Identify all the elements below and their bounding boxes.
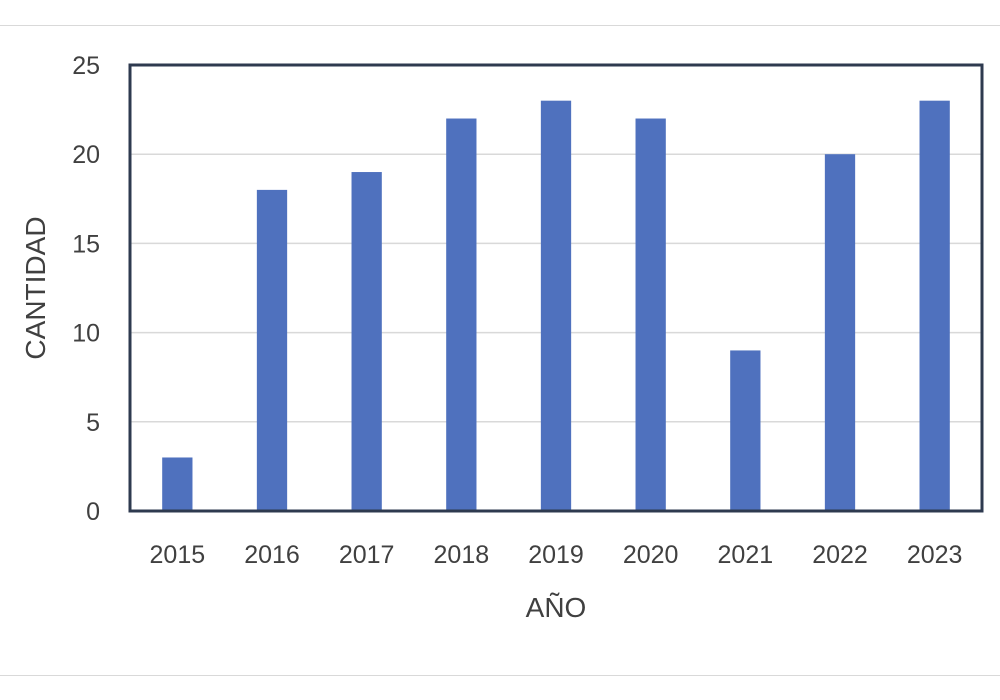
y-axis-title: CANTIDAD [20, 216, 51, 359]
plot-area-border [128, 63, 984, 513]
bar-2015 [162, 457, 193, 511]
bar-2021 [730, 350, 761, 511]
x-tick-label: 2015 [150, 541, 206, 569]
y-tick-label: 10 [72, 320, 100, 348]
x-axis-title: AÑO [526, 592, 587, 623]
x-tick-label: 2019 [528, 541, 584, 569]
y-tick-label: 15 [72, 230, 100, 258]
bar-2019 [540, 100, 572, 512]
x-tick-label: 2023 [907, 541, 963, 569]
x-tick-label: 2016 [244, 541, 300, 569]
x-tick-label: 2017 [339, 541, 395, 569]
bar-2023 [919, 100, 950, 512]
bar-2022 [824, 154, 856, 511]
bar-2016 [256, 189, 288, 511]
bar-2020 [635, 118, 666, 512]
y-tick-label: 25 [72, 52, 100, 80]
bar-2017 [351, 172, 382, 512]
x-axis-ticks: 2015 2016 2017 2018 2019 2020 2021 2022 2023 [150, 541, 963, 569]
top-divider [0, 25, 1000, 26]
x-tick-label: 2021 [718, 541, 774, 569]
bar-2018 [446, 118, 477, 512]
x-tick-label: 2018 [434, 541, 490, 569]
bars [162, 100, 950, 512]
y-tick-label: 0 [86, 498, 100, 526]
y-axis-ticks: 0 5 10 15 20 25 [72, 52, 100, 526]
y-tick-label: 20 [72, 141, 100, 169]
x-tick-label: 2022 [812, 541, 868, 569]
bottom-divider [0, 675, 1000, 676]
x-tick-label: 2020 [623, 541, 679, 569]
y-tick-label: 5 [86, 409, 100, 437]
